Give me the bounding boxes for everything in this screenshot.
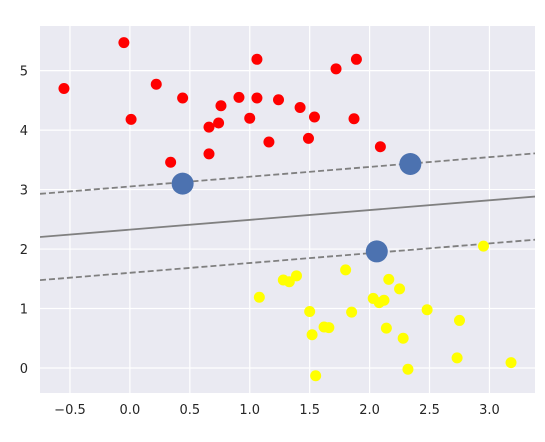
red-class-point: [302, 132, 314, 144]
yellow-class-point: [380, 322, 392, 334]
x-tick-label: 2.5: [419, 403, 440, 418]
yellow-class-point: [378, 294, 390, 306]
y-tick-label: 0: [20, 362, 28, 377]
red-class-point: [165, 156, 177, 168]
red-class-point: [350, 53, 362, 65]
y-tick-label: 3: [20, 184, 28, 199]
red-class-point: [294, 101, 306, 113]
x-axis-ticks: −0.5 0.0 0.5 1.0 1.5 2.0 2.5 3.0: [54, 403, 500, 418]
support-vector-point: [365, 240, 388, 263]
red-class-point: [348, 113, 360, 125]
y-axis-ticks: 0 1 2 3 4 5: [20, 65, 28, 377]
red-class-point: [125, 113, 137, 125]
yellow-class-point: [310, 370, 322, 382]
yellow-class-point: [505, 357, 517, 369]
decision-lines: [40, 152, 535, 282]
yellow-class-point: [394, 283, 406, 295]
yellow-class-point: [453, 314, 465, 326]
x-tick-label: 2.0: [359, 403, 380, 418]
yellow-class-point: [346, 306, 358, 318]
red-class-point: [330, 63, 342, 75]
x-tick-label: 0.0: [120, 403, 141, 418]
lower-margin-line: [40, 238, 535, 282]
support-vector-point: [399, 152, 422, 175]
yellow-class-point: [421, 304, 433, 316]
red-class-point: [58, 82, 70, 94]
red-class-point: [203, 148, 215, 160]
yellow-class-point: [290, 270, 302, 282]
y-tick-label: 2: [20, 243, 28, 258]
yellow-class-point: [477, 240, 489, 252]
red-class-point: [213, 117, 225, 129]
support-vector-point: [171, 172, 194, 195]
red-class-point: [263, 136, 275, 148]
red-class-point: [233, 91, 245, 103]
yellow-class-point: [402, 363, 414, 375]
yellow-class-point: [383, 273, 395, 285]
red-class-point: [251, 92, 263, 104]
red-class-point: [273, 94, 285, 106]
red-class-point: [251, 53, 263, 65]
x-tick-label: 1.5: [299, 403, 320, 418]
x-tick-label: 1.0: [239, 403, 260, 418]
y-tick-label: 4: [20, 124, 28, 139]
upper-margin-line: [40, 152, 535, 195]
yellow-class-point: [306, 329, 318, 341]
red-class-point: [150, 78, 162, 90]
yellow-class-point: [340, 264, 352, 276]
data-points: [58, 37, 517, 382]
x-tick-label: −0.5: [54, 403, 86, 418]
plot-area: [40, 26, 535, 393]
red-class-point: [177, 92, 189, 104]
red-class-point: [118, 37, 130, 49]
yellow-class-point: [451, 352, 463, 364]
y-tick-label: 5: [20, 65, 28, 80]
decision-boundary-line: [40, 195, 535, 238]
yellow-class-point: [253, 291, 265, 303]
red-class-point: [374, 141, 386, 153]
x-tick-label: 0.5: [179, 403, 200, 418]
yellow-class-point: [323, 322, 335, 334]
red-class-point: [215, 100, 227, 112]
x-tick-label: 3.0: [479, 403, 500, 418]
red-class-point: [244, 112, 256, 124]
red-class-point: [308, 111, 320, 123]
yellow-class-point: [397, 332, 409, 344]
red-class-point: [203, 121, 215, 133]
watermark-text: https://blog.csdn.net/qq_25948717: [307, 421, 535, 436]
y-tick-label: 1: [20, 303, 28, 318]
yellow-class-point: [304, 306, 316, 318]
